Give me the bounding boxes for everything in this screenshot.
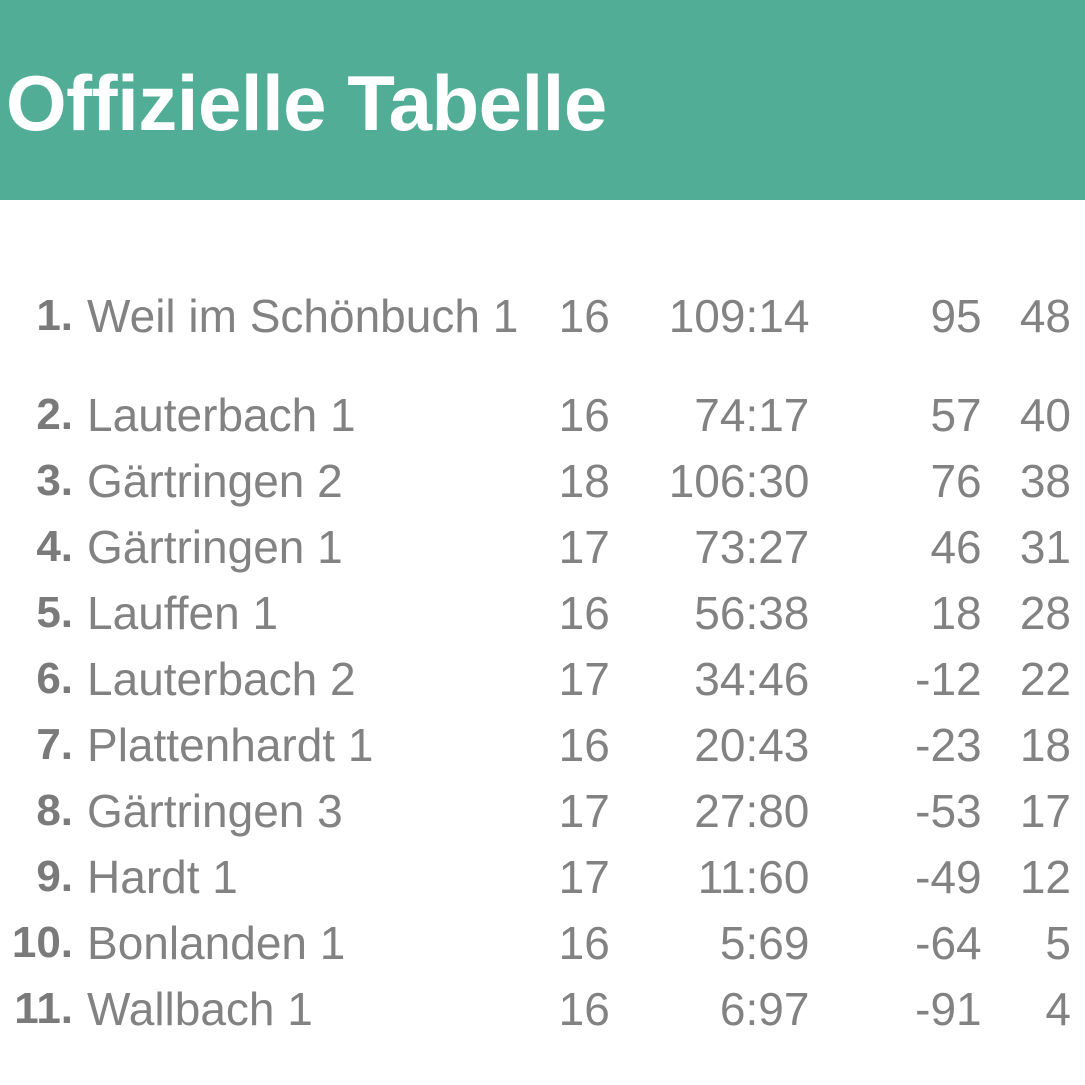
points-cell: 17	[1019, 785, 1071, 837]
team-name-cell: Hardt 1	[87, 851, 238, 903]
standings-table: 1. Weil im Schönbuch 1 16 109:14 95 48 2. Laute…	[0, 250, 1085, 1042]
table-row[interactable]: 1. Weil im Schönbuch 1 16 109:14 95 48	[0, 250, 1085, 382]
points-cell: 28	[1019, 587, 1071, 639]
team-name-cell: Wallbach 1	[87, 983, 313, 1035]
games-played-cell: 17	[558, 653, 610, 705]
rank-cell: 1.	[36, 291, 74, 340]
games-played-cell: 17	[558, 521, 610, 573]
points-cell: 22	[1019, 653, 1071, 705]
goal-difference-cell: 76	[930, 455, 982, 507]
goals-cell: 109:14	[668, 290, 810, 342]
goal-difference-cell: 95	[930, 290, 982, 342]
points-cell: 4	[1045, 983, 1071, 1035]
goal-difference-cell: 46	[930, 521, 982, 573]
points-cell: 12	[1019, 851, 1071, 903]
page-title: Offizielle Tabelle	[6, 59, 607, 147]
games-played-cell: 16	[558, 719, 610, 771]
points-cell: 18	[1019, 719, 1071, 771]
goals-cell: 11:60	[697, 851, 810, 903]
rank-cell: 8.	[36, 786, 74, 835]
goal-difference-cell: 18	[930, 587, 982, 639]
team-name-cell: Lauterbach 1	[87, 389, 356, 441]
points-cell: 40	[1019, 389, 1071, 441]
rank-cell: 2.	[36, 390, 74, 439]
team-name-cell: Lauterbach 2	[87, 653, 356, 705]
team-name-cell: Weil im Schönbuch 1	[87, 290, 519, 342]
team-name-cell: Plattenhardt 1	[87, 719, 374, 771]
team-name-cell: Bonlanden 1	[87, 917, 346, 969]
goals-cell: 20:43	[694, 719, 810, 771]
rank-cell: 3.	[36, 456, 74, 505]
goal-difference-cell: -91	[915, 983, 982, 1035]
goals-cell: 5:69	[719, 917, 810, 969]
games-played-cell: 17	[558, 785, 610, 837]
rank-cell: 10.	[11, 918, 74, 967]
goals-cell: 73:27	[694, 521, 810, 573]
table-row[interactable]: 2. Lauterbach 1 16 74:17 57 40	[0, 382, 1085, 448]
table-row[interactable]: 5. Lauffen 1 16 56:38 18 28	[0, 580, 1085, 646]
rank-cell: 5.	[36, 588, 74, 637]
games-played-cell: 17	[558, 851, 610, 903]
goal-difference-cell: -49	[915, 851, 982, 903]
goals-cell: 27:80	[694, 785, 810, 837]
team-name-cell: Gärtringen 3	[87, 785, 343, 837]
rank-cell: 9.	[36, 852, 74, 901]
goal-difference-cell: -12	[915, 653, 982, 705]
rank-cell: 6.	[36, 654, 74, 703]
games-played-cell: 18	[558, 455, 610, 507]
rank-cell: 11.	[14, 984, 74, 1033]
table-row[interactable]: 6. Lauterbach 2 17 34:46 -12 22	[0, 646, 1085, 712]
table-row[interactable]: 9. Hardt 1 17 11:60 -49 12	[0, 844, 1085, 910]
points-cell: 38	[1019, 455, 1071, 507]
games-played-cell: 16	[558, 290, 610, 342]
table-row[interactable]: 10. Bonlanden 1 16 5:69 -64 5	[0, 910, 1085, 976]
goals-cell: 106:30	[668, 455, 810, 507]
goal-difference-cell: -23	[915, 719, 982, 771]
games-played-cell: 16	[558, 917, 610, 969]
team-name-cell: Lauffen 1	[87, 587, 279, 639]
goals-cell: 6:97	[719, 983, 810, 1035]
goal-difference-cell: -53	[915, 785, 982, 837]
points-cell: 5	[1045, 917, 1071, 969]
points-cell: 31	[1019, 521, 1071, 573]
games-played-cell: 16	[558, 389, 610, 441]
team-name-cell: Gärtringen 1	[87, 521, 343, 573]
rank-cell: 7.	[36, 720, 74, 769]
games-played-cell: 16	[558, 587, 610, 639]
table-row[interactable]: 4. Gärtringen 1 17 73:27 46 31	[0, 514, 1085, 580]
table-row[interactable]: 7. Plattenhardt 1 16 20:43 -23 18	[0, 712, 1085, 778]
goal-difference-cell: 57	[930, 389, 982, 441]
goal-difference-cell: -64	[915, 917, 982, 969]
points-cell: 48	[1019, 290, 1071, 342]
table-row[interactable]: 11. Wallbach 1 16 6:97 -91 4	[0, 976, 1085, 1042]
rank-cell: 4.	[36, 522, 74, 571]
games-played-cell: 16	[558, 983, 610, 1035]
team-name-cell: Gärtringen 2	[87, 455, 343, 507]
goals-cell: 56:38	[694, 587, 810, 639]
header-bar: Offizielle Tabelle	[0, 0, 1085, 200]
table-row[interactable]: 3. Gärtringen 2 18 106:30 76 38	[0, 448, 1085, 514]
goals-cell: 74:17	[694, 389, 810, 441]
goals-cell: 34:46	[694, 653, 810, 705]
table-row[interactable]: 8. Gärtringen 3 17 27:80 -53 17	[0, 778, 1085, 844]
